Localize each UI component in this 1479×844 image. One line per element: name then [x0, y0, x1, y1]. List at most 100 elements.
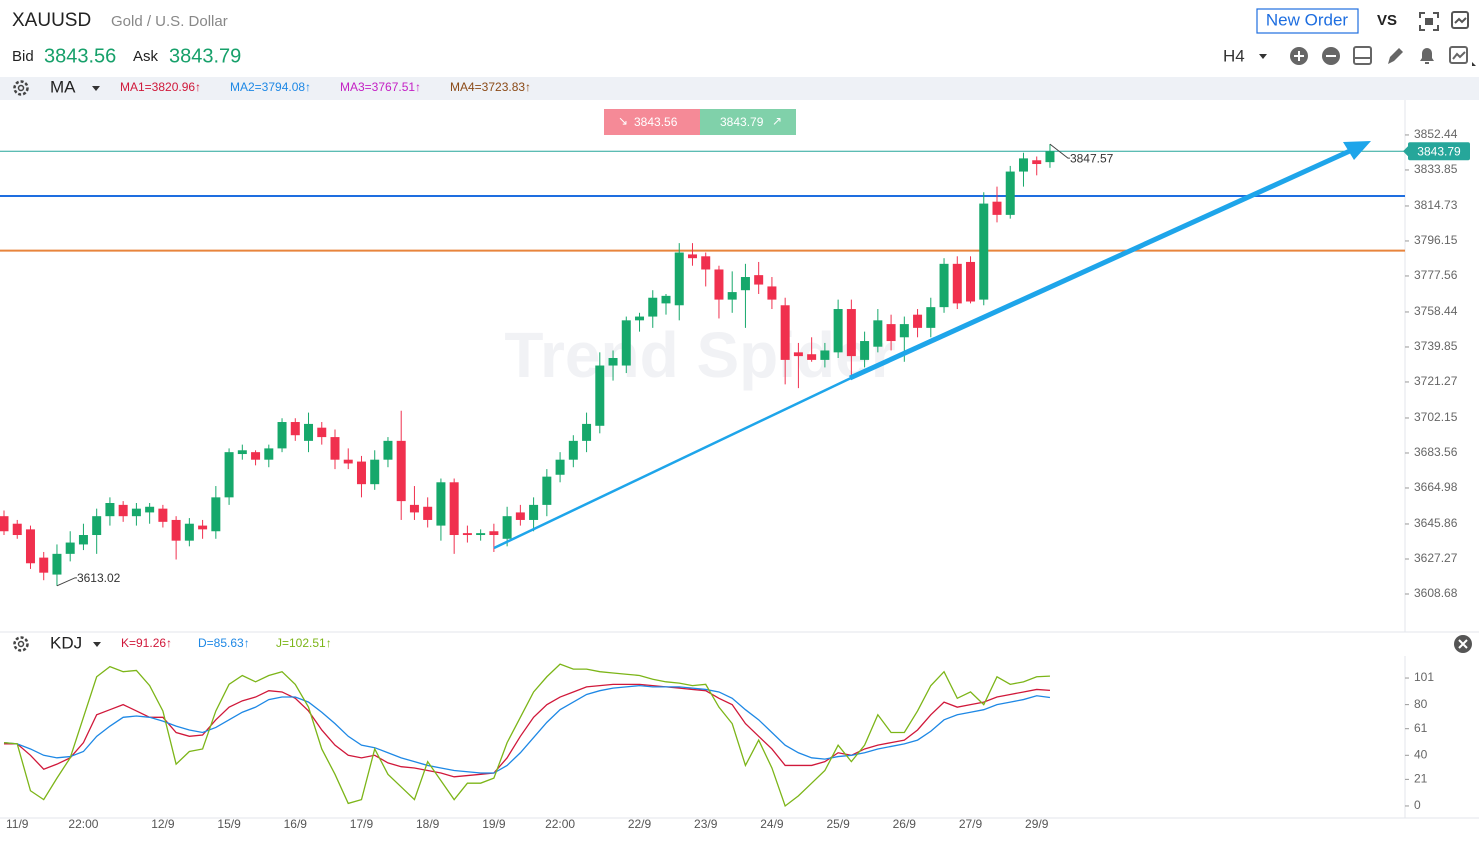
candle-body [317, 427, 327, 438]
indicator-line [4, 683, 1051, 778]
zoom-out-icon[interactable] [1322, 47, 1340, 65]
candle [515, 504, 525, 526]
buy-box[interactable] [700, 109, 796, 135]
candle [873, 309, 883, 353]
candle [529, 497, 539, 532]
x-tick-label: 18/9 [416, 817, 440, 831]
ma-value: MA2=3794.08↑ [230, 80, 311, 94]
candle [171, 516, 181, 560]
x-tick-label: 25/9 [826, 817, 850, 831]
candle-body [1018, 158, 1028, 172]
indicator-icon[interactable] [1449, 46, 1468, 64]
candle [92, 508, 102, 554]
candle [476, 529, 486, 541]
new-order-label[interactable]: New Order [1266, 10, 1349, 29]
y-tick-label: 3608.68 [1414, 586, 1458, 600]
candle-body [529, 504, 539, 520]
candle [1018, 152, 1028, 187]
candle-body [198, 525, 208, 530]
candle-body [886, 324, 896, 342]
new-order-button[interactable] [1256, 8, 1359, 34]
x-tick-label: 15/9 [217, 817, 241, 831]
kdj-close[interactable] [1454, 635, 1472, 653]
candle-body [356, 461, 366, 485]
candle-body [542, 476, 552, 505]
ma-settings-icon[interactable] [13, 80, 29, 96]
x-tick-label: 22/9 [628, 817, 652, 831]
candle [939, 258, 949, 313]
buy-arrow: ↗ [772, 114, 782, 128]
candle [568, 435, 578, 468]
trend-arrow[interactable] [848, 147, 1354, 381]
candle [39, 551, 49, 581]
candle [635, 312, 645, 332]
last-price-label: 3843.79 [1417, 144, 1461, 158]
y-tick-label: 3758.44 [1414, 304, 1458, 318]
candle-body [52, 553, 62, 575]
candle [701, 252, 711, 287]
candle-body [687, 254, 697, 259]
ma-value: MA1=3820.96↑ [120, 80, 201, 94]
sell-box[interactable] [604, 109, 700, 135]
candle-body [701, 256, 711, 270]
candle [992, 186, 1002, 223]
legend-entry: K=91.26↑ [121, 636, 172, 650]
candle-body [648, 297, 658, 317]
kdj-indicator-name[interactable]: KDJ [50, 633, 82, 652]
settings-icon[interactable] [1451, 11, 1469, 29]
candle [184, 518, 194, 547]
candle [237, 444, 247, 460]
kdj-dropdown[interactable] [93, 642, 101, 647]
candle-body [396, 440, 406, 502]
candle-body [158, 508, 168, 522]
timeframe-dropdown[interactable] [1259, 54, 1267, 59]
layout-icon[interactable] [1353, 46, 1372, 65]
buy-price[interactable]: 3843.79 [720, 115, 764, 129]
candle [714, 265, 724, 319]
candle [317, 422, 327, 445]
draw-icon[interactable] [1388, 48, 1403, 64]
alert-icon[interactable] [1420, 48, 1434, 64]
candle-body [555, 459, 565, 475]
candle [740, 263, 750, 328]
candle-body [939, 263, 949, 308]
ma-dropdown[interactable] [92, 86, 100, 91]
ma-value: MA3=3767.51↑ [340, 80, 421, 94]
vs-button[interactable]: VS [1377, 12, 1397, 29]
x-tick-label: 23/9 [694, 817, 718, 831]
candle [1032, 156, 1042, 176]
kdj-settings-icon[interactable] [13, 636, 29, 652]
y-tick-label: 3852.44 [1414, 127, 1458, 141]
timeframe[interactable]: H4 [1223, 46, 1245, 65]
candle-body [330, 437, 340, 460]
candle [264, 444, 274, 468]
x-tick-label: 12/9 [151, 817, 175, 831]
candle-body [1005, 171, 1015, 215]
candle-body [1045, 151, 1055, 163]
y-tick-label: 3627.27 [1414, 551, 1458, 565]
candle [1045, 144, 1055, 168]
x-tick-label: 17/9 [350, 817, 374, 831]
ma-indicator-name[interactable]: MA [50, 77, 76, 96]
candle-body [515, 512, 525, 520]
candle [118, 501, 128, 522]
x-tick-label: 19/9 [482, 817, 506, 831]
sell-price[interactable]: 3843.56 [634, 115, 678, 129]
candle-body [131, 508, 141, 517]
zoom-in-icon[interactable] [1290, 47, 1308, 65]
candle [687, 243, 697, 266]
bid-price: 3843.56 [44, 45, 116, 67]
candle [780, 297, 790, 385]
candle [595, 352, 605, 434]
x-tick-label: 26/9 [893, 817, 917, 831]
fullscreen-icon[interactable] [1419, 12, 1439, 31]
ma-bar [0, 77, 1479, 100]
candle-body [78, 535, 88, 545]
candle-body [979, 203, 989, 300]
candle-body [118, 504, 128, 517]
candle-body [807, 354, 817, 360]
candle-body [12, 523, 22, 536]
candle-body [0, 516, 9, 532]
indicator-line [3, 684, 1051, 774]
candle-body [343, 459, 353, 464]
